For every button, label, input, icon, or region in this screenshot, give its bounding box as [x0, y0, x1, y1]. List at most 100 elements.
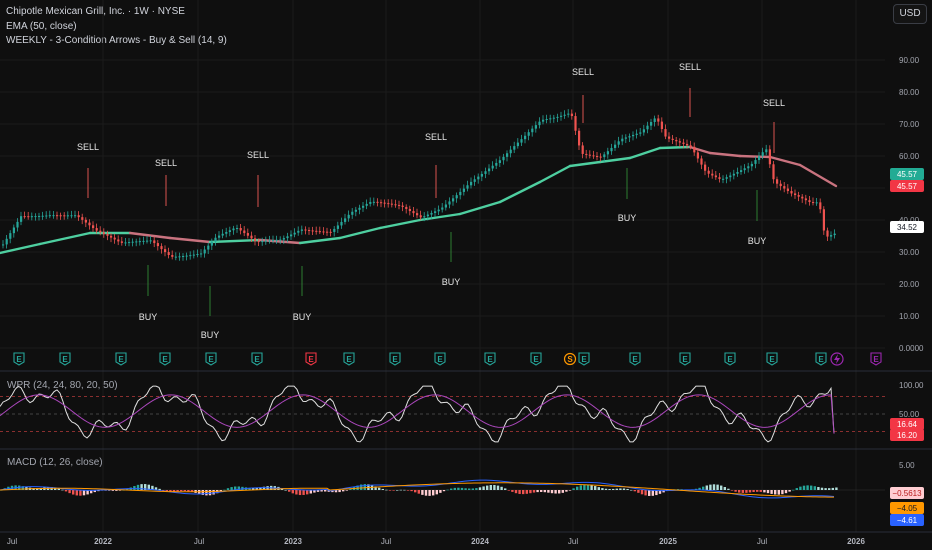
macd-hist-tag-label: −0.5613 — [892, 489, 922, 498]
candle-body — [56, 215, 59, 217]
earnings-badge[interactable]: E — [629, 352, 641, 366]
candle-body — [768, 149, 771, 165]
candle-body — [786, 188, 789, 192]
earnings-badge[interactable]: E — [59, 352, 71, 366]
lightning-bolt — [834, 354, 840, 364]
candle-body — [340, 221, 343, 226]
candle-body — [99, 230, 102, 233]
candle-body — [826, 230, 829, 237]
earnings-badge-letter: E — [346, 355, 352, 364]
macd-histogram-bar — [410, 490, 413, 492]
candle-body — [20, 216, 23, 222]
macd-histogram-bar — [349, 488, 352, 490]
candle-body — [390, 203, 393, 205]
price-axis[interactable]: 90.00 80.00 70.00 60.00 50.00 40.00 30.00 20.00… — [899, 56, 924, 470]
earnings-badge[interactable]: E — [389, 352, 401, 366]
upcoming-earnings-badge[interactable]: E — [870, 352, 882, 366]
candle-body — [419, 215, 422, 218]
macd-histogram-bar — [90, 490, 93, 494]
earnings-badge[interactable]: E — [724, 352, 736, 366]
macd-histogram-bar — [230, 487, 233, 490]
candle-body — [657, 118, 660, 122]
macd-histogram-bar — [435, 490, 438, 495]
candle-body — [772, 164, 775, 180]
split-badge[interactable]: S — [563, 352, 577, 366]
ema-price-tag-bg — [890, 168, 924, 180]
macd-histogram-bar — [306, 490, 309, 495]
time-axis-label: 2022 — [94, 537, 112, 546]
earnings-badge[interactable]: E — [251, 352, 263, 366]
candle-body — [246, 233, 249, 236]
macd-histogram-bar — [162, 490, 165, 491]
ema-segment — [498, 180, 542, 204]
macd-histogram-bar — [68, 490, 71, 494]
macd-histogram-bar — [774, 490, 777, 495]
earnings-badge[interactable]: E — [115, 352, 127, 366]
macd-histogram-bar — [259, 487, 262, 490]
sell-signal-label: SELL — [572, 67, 594, 77]
candle-body — [268, 240, 271, 242]
earnings-badge[interactable]: E — [13, 352, 25, 366]
last-price-tag-bg — [890, 221, 924, 233]
candle-body — [617, 141, 620, 145]
currency-button[interactable]: USD — [893, 4, 927, 24]
macd-histogram-bar — [612, 488, 615, 490]
candle-body — [488, 168, 491, 172]
macd-histogram-bar — [417, 490, 420, 494]
time-axis-label: Jul — [568, 537, 578, 546]
wpr-title[interactable]: WPR (24, 24, 80, 20, 50) — [7, 380, 118, 391]
candle-body — [441, 207, 444, 210]
candle-body — [574, 116, 577, 131]
candle-body — [534, 125, 537, 129]
earnings-badge[interactable]: E — [815, 352, 827, 366]
macd-histogram-bar — [644, 490, 647, 496]
earnings-badge[interactable]: E — [484, 352, 496, 366]
macd-plot — [0, 479, 885, 499]
candle-body — [678, 141, 681, 143]
symbol-title[interactable]: Chipotle Mexican Grill, Inc. · 1W · NYSE — [6, 6, 185, 17]
candle-body — [52, 215, 55, 217]
candle-body — [203, 249, 206, 254]
earnings-badge[interactable]: E — [530, 352, 542, 366]
time-axis[interactable]: Jul 2022 Jul 2023 Jul 2024 Jul 2025 Jul 2026 — [7, 537, 866, 546]
macd-histogram-bar — [223, 489, 226, 491]
ema-legend[interactable]: EMA (50, close) — [6, 21, 77, 32]
candle-body — [646, 125, 649, 130]
candle-body — [671, 138, 674, 140]
earnings-badge[interactable]: E — [578, 352, 590, 366]
candle-body — [351, 211, 354, 215]
candle-body — [66, 215, 69, 217]
wpr-signal-tag-bg — [890, 429, 924, 441]
macd-signal-tag-bg — [890, 502, 924, 514]
event-markers[interactable]: E E E E E E E E E E E E E E E E EE S E — [13, 352, 882, 366]
earnings-badge[interactable]: E — [343, 352, 355, 366]
indicator-legend[interactable]: WEEKLY - 3-Condition Arrows - Buy & Sell… — [6, 35, 227, 46]
candle-body — [189, 255, 192, 257]
macd-histogram-bar — [813, 486, 816, 490]
earnings-badge[interactable]: E — [434, 352, 446, 366]
macd-title[interactable]: MACD (12, 26, close) — [7, 457, 103, 468]
macd-histogram-bar — [291, 490, 294, 494]
earnings-badge[interactable]: E — [159, 352, 171, 366]
macd-histogram-bar — [140, 484, 143, 490]
candle-body — [610, 147, 613, 152]
macd-histogram-bar — [378, 487, 381, 490]
macd-histogram-bar — [295, 490, 298, 495]
macd-histogram-bar — [93, 490, 96, 493]
candle-body — [63, 215, 66, 217]
ema-price-tag-2-label: 45.57 — [897, 182, 918, 191]
earnings-badge[interactable]: E — [679, 352, 691, 366]
earnings-badge-negative[interactable]: E — [305, 352, 317, 366]
macd-histogram-bar — [396, 489, 399, 491]
candle-body — [308, 229, 311, 231]
signals: SELL SELL SELL SELL SELL SELL SELL BUY BUY BUY BUY… — [77, 62, 785, 340]
earnings-badge[interactable]: E — [766, 352, 778, 366]
macd-histogram-bar — [565, 490, 568, 492]
earnings-badge[interactable]: E — [205, 352, 217, 366]
candle-body — [95, 228, 98, 231]
dividend-lightning-icon[interactable] — [830, 352, 844, 366]
wpr-value-tag: 16.64 — [890, 418, 924, 430]
candle-body — [358, 207, 361, 210]
ema-segment — [568, 160, 602, 168]
